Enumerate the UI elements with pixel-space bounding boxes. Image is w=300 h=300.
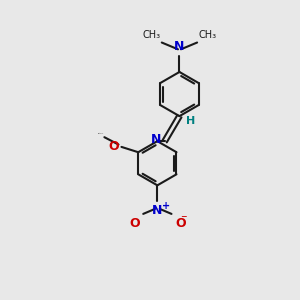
Text: CH₃: CH₃ [199,30,217,40]
Text: N: N [151,134,161,146]
Text: H: H [186,116,195,126]
Text: CH₃: CH₃ [142,30,160,40]
Text: N: N [174,40,184,53]
Text: O: O [175,217,186,230]
Text: methoxy: methoxy [98,133,104,134]
Text: O: O [129,217,140,230]
Text: N: N [152,204,163,217]
Text: ⁻: ⁻ [180,213,187,226]
Text: O: O [109,140,119,153]
Text: +: + [162,201,170,211]
